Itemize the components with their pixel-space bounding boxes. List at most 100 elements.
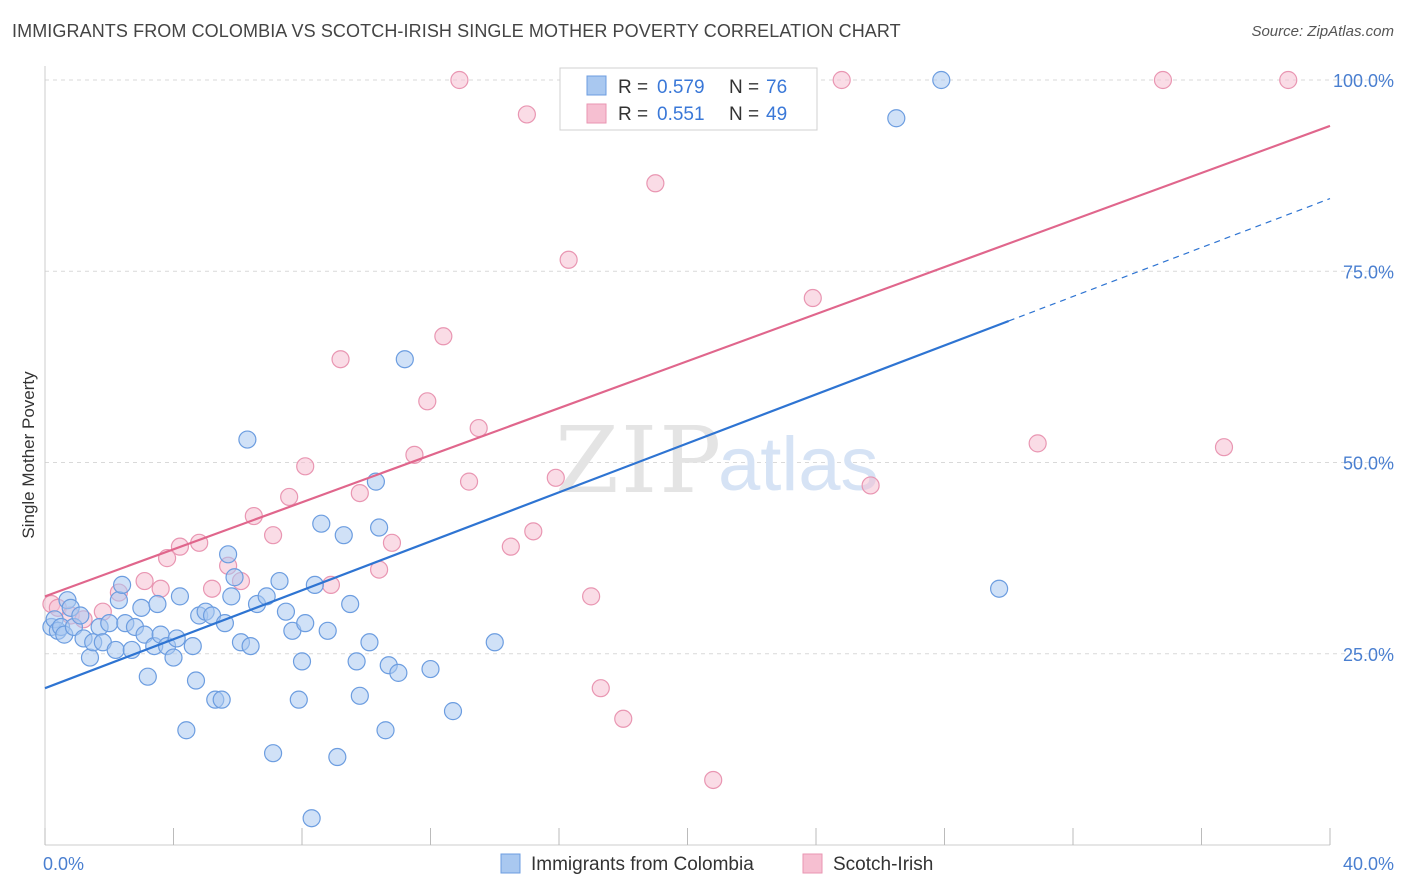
colombia-point — [238, 430, 257, 449]
scotch-irish-point — [517, 105, 536, 124]
scotch-irish-point — [469, 418, 488, 438]
scotch-irish-point — [524, 522, 543, 541]
colombia-point — [318, 621, 337, 640]
scotch-irish-point — [382, 533, 402, 552]
legend-r-label-1: R = — [618, 77, 648, 98]
series-legend-swatch-scotch-irish — [802, 853, 823, 874]
colombia-point — [296, 614, 315, 633]
watermark: ZIP atlas — [555, 407, 879, 514]
tick-labels: 25.0% 50.0% 75.0% 100.0% 0.0% 40.0% — [43, 71, 1394, 874]
colombia-point — [360, 633, 379, 652]
series-legend-label-scotch-irish: Scotch-Irish — [833, 854, 933, 875]
colombia-point — [80, 648, 100, 667]
series-legend-label-colombia: Immigrants from Colombia — [531, 854, 754, 875]
scotch-irish-point — [1028, 434, 1047, 453]
scotch-irish-point — [135, 571, 154, 591]
colombia-point — [302, 809, 321, 828]
colombia-point — [932, 70, 951, 90]
scotch-irish-point — [832, 70, 851, 90]
series-legend: Immigrants from Colombia Scotch-Irish — [500, 853, 933, 875]
colombia-point — [138, 667, 157, 686]
colombia-point — [109, 591, 128, 610]
colombia-point — [347, 652, 366, 671]
scotch-irish-point — [582, 587, 601, 606]
legend-n-label-1: N = — [729, 77, 759, 98]
scotch-irish-point — [614, 709, 633, 728]
scotch-irish-point — [1153, 70, 1173, 90]
legend-n-value-2: 49 — [766, 104, 787, 125]
gridlines — [45, 79, 1395, 655]
chart-title: IMMIGRANTS FROM COLOMBIA VS SCOTCH-IRISH… — [12, 21, 901, 41]
colombia-point — [312, 514, 331, 533]
x-tick-label: 0.0% — [43, 854, 84, 874]
colombia-point — [148, 594, 167, 614]
colombia-point — [183, 636, 202, 656]
watermark-atlas: atlas — [718, 422, 879, 507]
colombia-point — [212, 690, 231, 709]
colombia-point — [170, 587, 190, 606]
colombia-point — [485, 633, 504, 652]
colombia-point — [106, 640, 125, 660]
colombia-point — [421, 659, 440, 679]
colombia-point — [328, 747, 347, 767]
legend-n-label-2: N = — [729, 104, 759, 125]
colombia-point — [276, 602, 296, 621]
y-tick-label: 100.0% — [1333, 71, 1394, 91]
legend-swatch-blue — [586, 75, 607, 96]
colombia-point — [389, 663, 408, 682]
colombia-point — [112, 575, 132, 595]
stats-legend: R = 0.579 N = 76 R = 0.551 N = 49 — [559, 67, 818, 131]
colombia-point — [990, 579, 1009, 598]
scotch-irish-point — [459, 472, 479, 491]
colombia-point — [132, 598, 151, 617]
colombia-point — [887, 109, 906, 128]
colombia-point — [376, 721, 395, 740]
colombia-point — [219, 545, 238, 564]
scotch-irish-point — [151, 579, 170, 598]
colombia-point — [334, 526, 353, 545]
legend-swatch-pink — [586, 103, 607, 124]
scotch-irish-point — [803, 288, 822, 308]
legend-r-value-1: 0.579 — [657, 77, 705, 98]
colombia-point — [341, 594, 360, 614]
scotch-irish-point — [861, 476, 880, 495]
watermark-zip: ZIP — [555, 407, 723, 514]
scotch-irish-point — [559, 250, 578, 269]
colombia-point — [270, 571, 289, 591]
colombia-trend-extension — [1008, 198, 1331, 322]
colombia-point — [370, 518, 389, 537]
scotch-irish-point — [434, 327, 453, 346]
colombia-point — [443, 702, 463, 721]
scotch-irish-point — [646, 174, 665, 193]
source-credit: Source: ZipAtlas.com — [1251, 23, 1394, 40]
scotch-irish-point — [280, 487, 299, 507]
scotch-irish-point — [1279, 70, 1298, 90]
colombia-point — [222, 587, 241, 606]
legend-r-value-2: 0.551 — [657, 104, 705, 125]
axes — [44, 66, 1331, 846]
colombia-point — [164, 648, 183, 667]
series-legend-swatch-colombia — [500, 853, 521, 874]
trend-lines — [44, 124, 1331, 690]
scotch-irish-point — [202, 579, 222, 598]
scotch-irish-point — [501, 537, 520, 556]
scotch-irish-point — [296, 457, 315, 476]
legend-r-label-2: R = — [618, 104, 648, 125]
scotch-irish-point — [331, 350, 350, 369]
colombia-point — [289, 690, 308, 709]
scotch-irish-point — [591, 679, 610, 698]
scotch-irish-point — [546, 468, 565, 487]
scotch-irish-point — [450, 70, 469, 90]
colombia-point — [395, 350, 414, 369]
scotch-irish-point — [418, 392, 437, 411]
scotch-irish-point — [350, 484, 369, 503]
y-tick-label: 25.0% — [1343, 645, 1394, 665]
colombia-point — [263, 744, 283, 763]
colombia-point — [100, 614, 119, 633]
scotch-irish-point — [263, 526, 283, 545]
y-tick-label: 75.0% — [1343, 262, 1394, 282]
y-tick-label: 50.0% — [1343, 454, 1394, 474]
colombia-point — [292, 652, 312, 671]
data-points — [42, 70, 1298, 828]
